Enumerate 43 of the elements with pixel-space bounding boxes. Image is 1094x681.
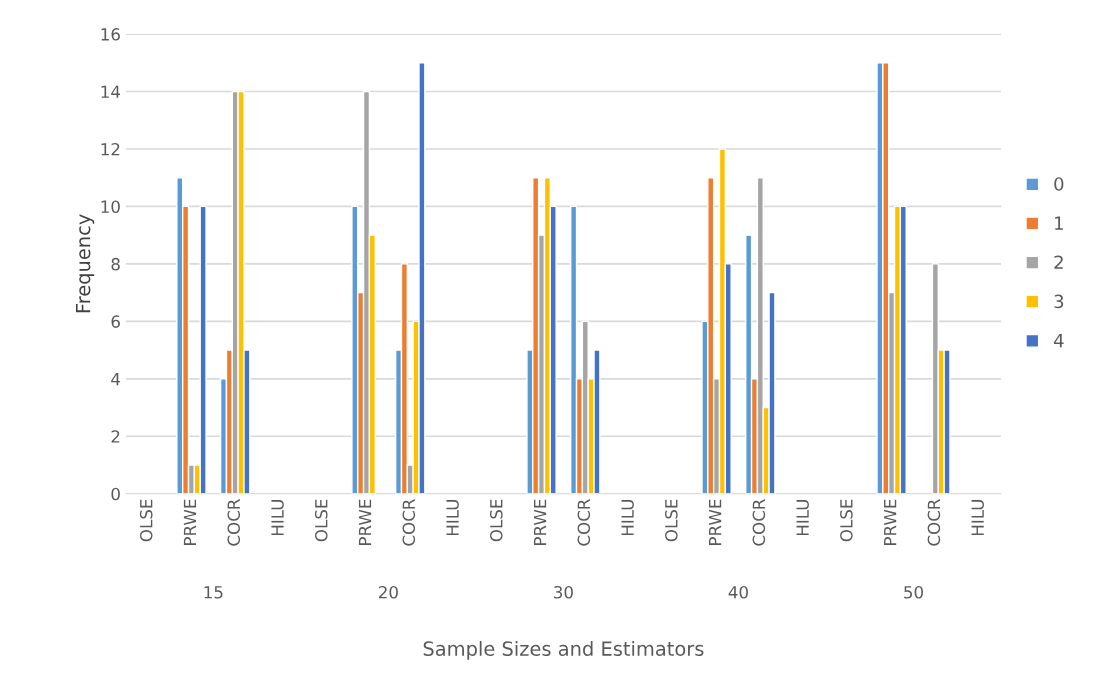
- x-tick-label: OLSE: [840, 499, 853, 542]
- text: 30: [554, 585, 573, 599]
- y-axis-title: Frequency: [75, 214, 95, 313]
- x-tick-label: HILU: [971, 500, 984, 536]
- x-tick-label: HILU: [621, 500, 634, 536]
- x-tick-label: COCR: [577, 499, 591, 546]
- text: 15: [204, 586, 223, 599]
- x-tick-label: OLSE: [665, 499, 678, 542]
- x-tick-label: OLSE: [490, 499, 503, 542]
- y-tick-label: 8: [111, 257, 120, 271]
- x-axis-title: Sample Sizes and Estimators: [423, 640, 704, 660]
- y-tick-label: 6: [111, 315, 120, 328]
- text: 20: [378, 585, 398, 599]
- x-tick-label: PRWE: [533, 499, 547, 545]
- y-tick-label: 14: [101, 85, 121, 98]
- legend-label: 1: [1055, 216, 1063, 230]
- x-tick-label: HILU: [271, 500, 284, 536]
- x-tick-label: PRWE: [709, 499, 722, 545]
- x-tick-label: HILU: [796, 500, 809, 536]
- legend-label: 4: [1053, 333, 1064, 348]
- bar: [570, 205, 578, 494]
- y-tick-label: 4: [111, 372, 121, 386]
- x-tick-label: PRWE: [884, 499, 897, 545]
- legend-label: 3: [1054, 294, 1064, 309]
- text: 40: [728, 585, 748, 599]
- y-tick-label: 12: [101, 142, 120, 156]
- legend-label: 2: [1054, 255, 1063, 269]
- x-tick-label: COCR: [402, 499, 416, 546]
- text: 50: [904, 585, 923, 599]
- y-tick-label: 10: [101, 200, 120, 213]
- y-tick-label: 2: [111, 430, 120, 443]
- x-tick-label: OLSE: [314, 499, 328, 542]
- y-tick-label: 0: [111, 487, 120, 501]
- x-tick-label: COCR: [927, 499, 941, 546]
- x-tick-label: PRWE: [183, 499, 197, 545]
- bar: [745, 234, 753, 494]
- legend-label: 0: [1054, 177, 1064, 191]
- x-tick-label: HILU: [446, 500, 459, 536]
- x-tick-label: COCR: [752, 499, 766, 546]
- x-tick-label: OLSE: [139, 499, 153, 542]
- y-tick-label: 16: [101, 28, 120, 41]
- x-tick-label: PRWE: [358, 499, 372, 545]
- x-tick-label: COCR: [227, 499, 241, 546]
